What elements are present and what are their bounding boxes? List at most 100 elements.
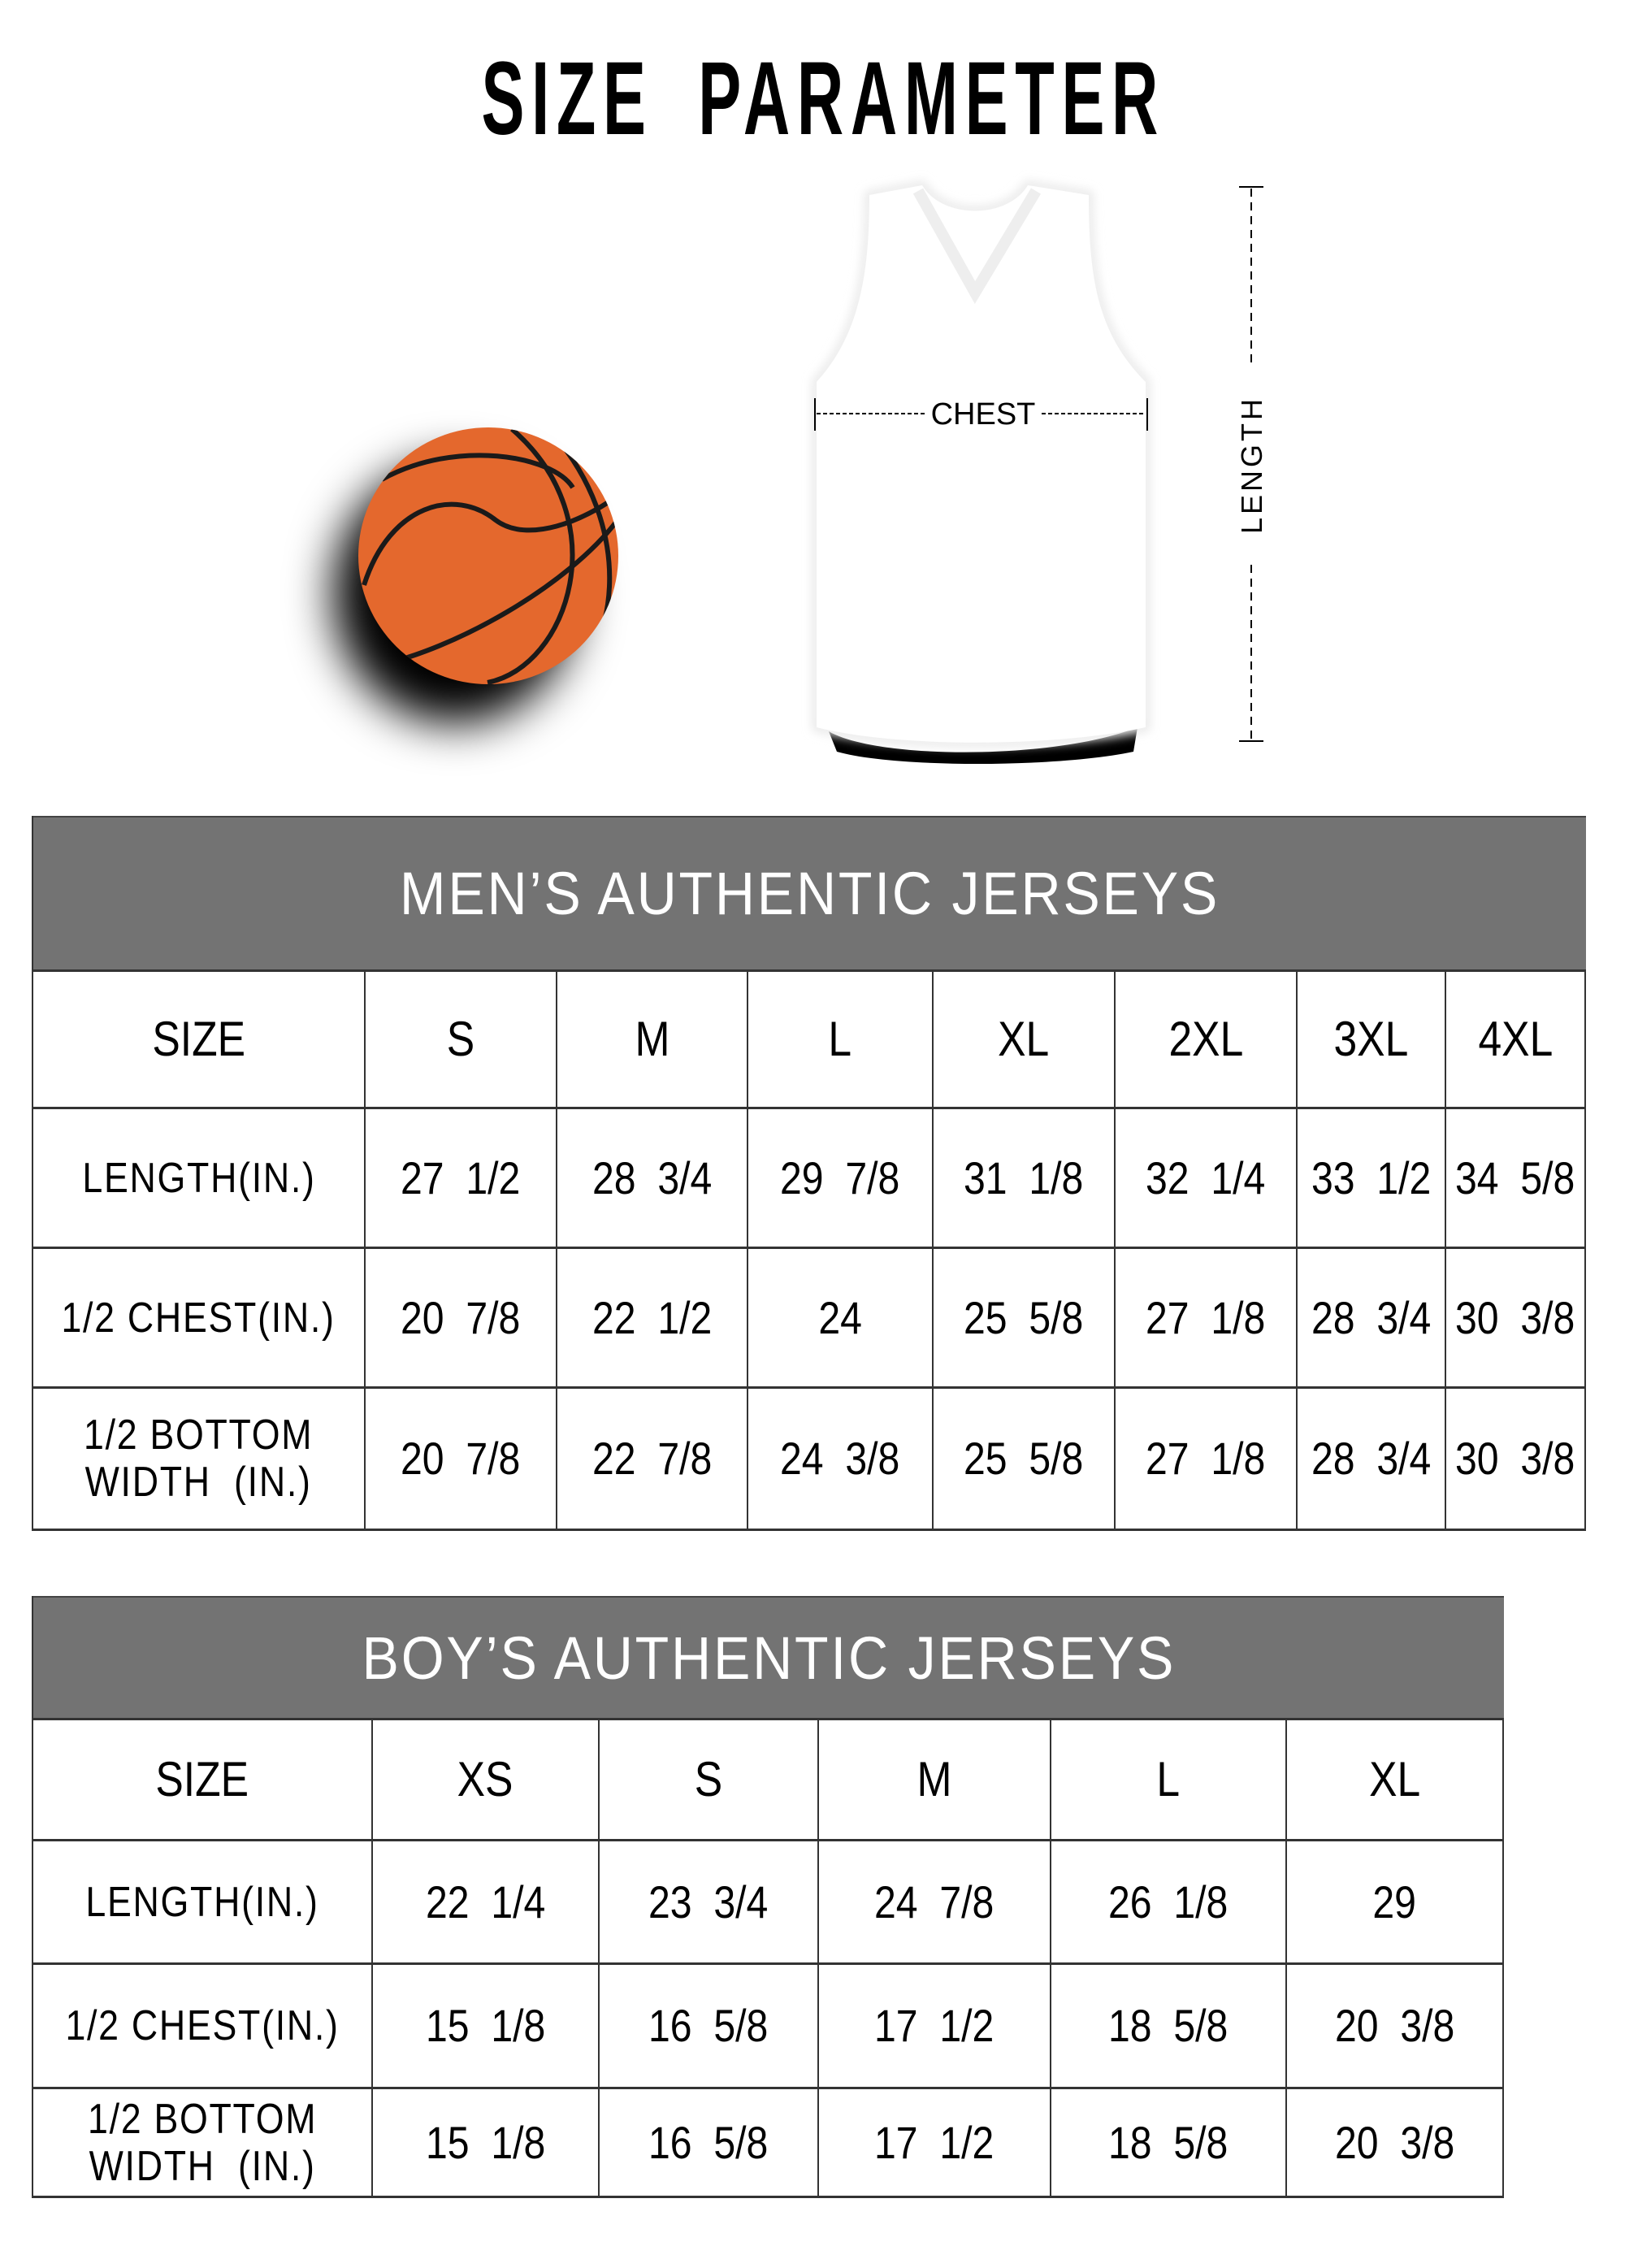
boys-table-title: BOY’S AUTHENTIC JERSEYS	[33, 1596, 1504, 1718]
measurement-cell: 30 3/8	[1446, 1389, 1586, 1529]
cell-text: 28 3/4	[592, 1151, 713, 1203]
cell-text: 33 1/2	[1311, 1151, 1432, 1203]
measurement-cell: 20 3/8	[1287, 2089, 1504, 2196]
cell-text: XL	[998, 1012, 1050, 1066]
cell-text: 15 1/8	[425, 2116, 546, 2168]
header-label: SIZE	[33, 1720, 373, 1839]
cell-text: 25 5/8	[964, 1433, 1084, 1484]
size-header: 2XL	[1116, 972, 1298, 1107]
cell-text: M	[634, 1012, 670, 1066]
cell-text: 20 7/8	[401, 1433, 521, 1484]
cell-text: 1/2 CHEST(IN.)	[61, 1294, 336, 1342]
measurement-cell: 22 1/2	[557, 1249, 748, 1386]
row-label: 1/2 CHEST(IN.)	[33, 1249, 366, 1386]
measurement-cell: 22 1/4	[373, 1841, 600, 1962]
measurement-cell: 28 3/4	[1298, 1249, 1446, 1386]
cell-text: 20 7/8	[401, 1291, 521, 1343]
measurement-cell: 33 1/2	[1298, 1109, 1446, 1247]
cell-text: 20 3/8	[1334, 2116, 1455, 2168]
measurement-cell: 17 1/2	[819, 1965, 1051, 2087]
cell-text: S	[694, 1752, 723, 1806]
measurement-cell: 29	[1287, 1841, 1504, 1962]
cell-text: 26 1/8	[1108, 1876, 1228, 1928]
cell-text: 25 5/8	[964, 1291, 1084, 1343]
cell-text: 27 1/8	[1146, 1291, 1266, 1343]
row-label: LENGTH(IN.)	[33, 1109, 366, 1247]
row-label: LENGTH(IN.)	[33, 1841, 373, 1962]
size-header: XL	[1287, 1720, 1504, 1839]
cell-text: XL	[1368, 1752, 1421, 1806]
jersey-icon	[812, 180, 1150, 764]
cell-text: 22 1/4	[425, 1876, 546, 1928]
cell-text: 16 5/8	[648, 2116, 769, 2168]
table-header-row: SIZE XS S M L XL	[33, 1718, 1504, 1841]
cell-text: 3XL	[1333, 1012, 1409, 1066]
size-header: M	[819, 1720, 1051, 1839]
measurement-cell: 28 3/4	[1298, 1389, 1446, 1529]
cell-text: M	[916, 1752, 952, 1806]
mens-table-title: MEN’S AUTHENTIC JERSEYS	[33, 816, 1586, 969]
row-label: 1/2 BOTTOM WIDTH (IN.)	[33, 2089, 373, 2196]
mens-size-table: MEN’S AUTHENTIC JERSEYS SIZE S M L XL 2XL 3XL 4…	[32, 816, 1586, 1531]
table-header-row: SIZE S M L XL 2XL 3XL 4XL	[33, 969, 1586, 1109]
measurement-cell: 26 1/8	[1051, 1841, 1287, 1962]
cell-text: 2XL	[1168, 1012, 1243, 1066]
measurement-cell: 17 1/2	[819, 2089, 1051, 2196]
measurement-cell: 25 5/8	[934, 1249, 1116, 1386]
cell-text: 23 3/4	[648, 1876, 769, 1928]
cell-text: 27 1/8	[1146, 1433, 1266, 1484]
measurement-cell: 18 5/8	[1051, 1965, 1287, 2087]
measurement-cell: 20 3/8	[1287, 1965, 1504, 2087]
cell-text: SIZE	[155, 1752, 249, 1806]
size-header: 4XL	[1446, 972, 1586, 1107]
cell-text: 24 7/8	[874, 1876, 994, 1928]
cell-text: 1/2 BOTTOM WIDTH (IN.)	[84, 1412, 314, 1506]
cell-text: 20 3/8	[1334, 2000, 1455, 2051]
measurement-cell: 20 7/8	[366, 1249, 557, 1386]
cell-text: 32 1/4	[1146, 1151, 1266, 1203]
page-title: SIZE PARAMETER	[481, 41, 1166, 157]
cell-text: LENGTH(IN.)	[81, 1154, 316, 1202]
header-label: SIZE	[33, 972, 366, 1107]
boys-title-text: BOY’S AUTHENTIC JERSEYS	[362, 1624, 1176, 1692]
cell-text: 29	[1372, 1876, 1417, 1928]
cell-text: SIZE	[152, 1012, 245, 1066]
mens-title-text: MEN’S AUTHENTIC JERSEYS	[399, 860, 1220, 927]
measurement-cell: 15 1/8	[373, 1965, 600, 2087]
size-header: XS	[373, 1720, 600, 1839]
measurement-cell: 27 1/2	[366, 1109, 557, 1247]
size-header: M	[557, 972, 748, 1107]
measurement-cell: 27 1/8	[1116, 1389, 1298, 1529]
cell-text: 17 1/2	[874, 2116, 994, 2168]
measurement-cell: 27 1/8	[1116, 1249, 1298, 1386]
table-row: LENGTH(IN.) 22 1/4 23 3/4 24 7/8 26 1/8 29	[33, 1841, 1504, 1965]
cell-text: L	[1156, 1752, 1181, 1806]
basketball-icon	[333, 427, 618, 723]
measurement-cell: 23 3/4	[600, 1841, 819, 1962]
measurement-cell: 28 3/4	[557, 1109, 748, 1247]
cell-text: 15 1/8	[425, 2000, 546, 2051]
measurement-cell: 34 5/8	[1446, 1109, 1586, 1247]
row-label: 1/2 BOTTOM WIDTH (IN.)	[33, 1389, 366, 1529]
cell-text: S	[446, 1012, 475, 1066]
measurement-cell: 30 3/8	[1446, 1249, 1586, 1386]
cell-text: L	[828, 1012, 852, 1066]
cell-text: 28 3/4	[1311, 1291, 1432, 1343]
cell-text: 24 3/8	[780, 1433, 900, 1484]
measurement-cell: 16 5/8	[600, 1965, 819, 2087]
length-measure: LENGTH	[1235, 186, 1268, 742]
table-row: LENGTH(IN.) 27 1/2 28 3/4 29 7/8 31 1/8 32 1/…	[33, 1109, 1586, 1249]
cell-text: LENGTH(IN.)	[85, 1878, 319, 1926]
measurement-cell: 29 7/8	[748, 1109, 934, 1247]
cell-text: 16 5/8	[648, 2000, 769, 2051]
length-label: LENGTH	[1235, 396, 1268, 534]
size-header: S	[600, 1720, 819, 1839]
cell-text: 29 7/8	[780, 1151, 900, 1203]
cell-text: 30 3/8	[1455, 1433, 1575, 1484]
measurement-cell: 18 5/8	[1051, 2089, 1287, 2196]
chest-measure: CHEST	[814, 397, 1148, 431]
cell-text: 22 1/2	[592, 1291, 713, 1343]
size-header: S	[366, 972, 557, 1107]
row-label: 1/2 CHEST(IN.)	[33, 1965, 373, 2087]
chest-label: CHEST	[931, 397, 1036, 431]
